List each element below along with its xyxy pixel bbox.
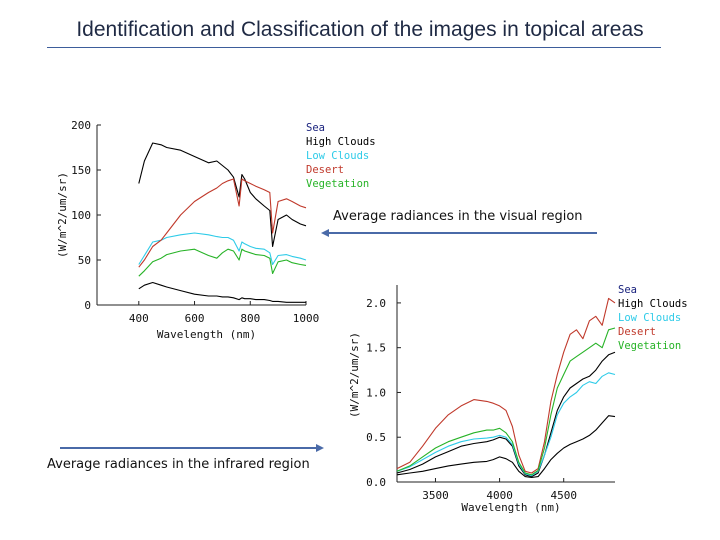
series-line-vegetation: [138, 248, 307, 277]
y-tick-label: 1.0: [366, 386, 386, 399]
legend-entry-vegetation: Vegetation: [306, 178, 369, 190]
series-line-sea: [138, 281, 306, 303]
x-axis-label: Wavelength (nm): [157, 328, 256, 341]
legend-entry-high-clouds: High Clouds: [306, 136, 376, 148]
series-line-high-clouds: [138, 142, 307, 248]
slide-title: Identification and Classification of the…: [76, 18, 644, 41]
x-tick-label: 800: [240, 312, 260, 325]
series-line-vegetation: [396, 327, 616, 476]
x-axis-label: Wavelength (nm): [461, 501, 560, 514]
series-line-low-clouds: [138, 232, 307, 266]
legend-entry-low-clouds: Low Clouds: [306, 150, 369, 162]
y-tick-label: 0.5: [366, 431, 386, 444]
x-tick-label: 4000: [486, 489, 513, 502]
y-tick-label: 100: [71, 209, 91, 222]
visual-region-chart: 0 50 100 150 200 400 600 800 1000 Wavelength (nm)…: [56, 119, 376, 341]
visual-region-caption: Average radiances in the visual region: [333, 209, 583, 224]
title-underline: [47, 47, 661, 48]
legend-entry-desert: Desert: [306, 164, 344, 176]
series-line-low-clouds: [396, 372, 616, 477]
y-tick-label: 1.5: [366, 342, 386, 355]
y-tick-label: 0.0: [366, 476, 386, 489]
series-line-sea: [396, 415, 616, 479]
legend-entry-vegetation: Vegetation: [618, 340, 681, 352]
y-axis-label: (W/m^2/um/sr): [56, 172, 69, 258]
x-tick-label: 400: [129, 312, 149, 325]
x-tick-label: 600: [185, 312, 205, 325]
infrared-region-caption: Average radiances in the infrared region: [47, 457, 310, 472]
x-tick-label: 1000: [293, 312, 320, 325]
series-line-desert: [138, 178, 307, 268]
x-tick-label: 4500: [550, 489, 577, 502]
x-tick-label: 3500: [422, 489, 449, 502]
series-line-desert: [396, 297, 616, 474]
y-tick-label: 0: [84, 299, 91, 312]
y-tick-label: 2.0: [366, 297, 386, 310]
legend-entry-sea: Sea: [306, 122, 325, 134]
y-tick-label: 50: [78, 254, 91, 267]
legend-entry-high-clouds: High Clouds: [618, 298, 688, 310]
y-tick-label: 150: [71, 164, 91, 177]
legend-entry-sea: Sea: [618, 284, 637, 296]
legend-entry-low-clouds: Low Clouds: [618, 312, 681, 324]
series-line-high-clouds: [396, 351, 616, 478]
y-tick-label: 200: [71, 119, 91, 132]
y-axis-label: (W/m^2/um/sr): [348, 332, 361, 418]
legend-entry-desert: Desert: [618, 326, 656, 338]
